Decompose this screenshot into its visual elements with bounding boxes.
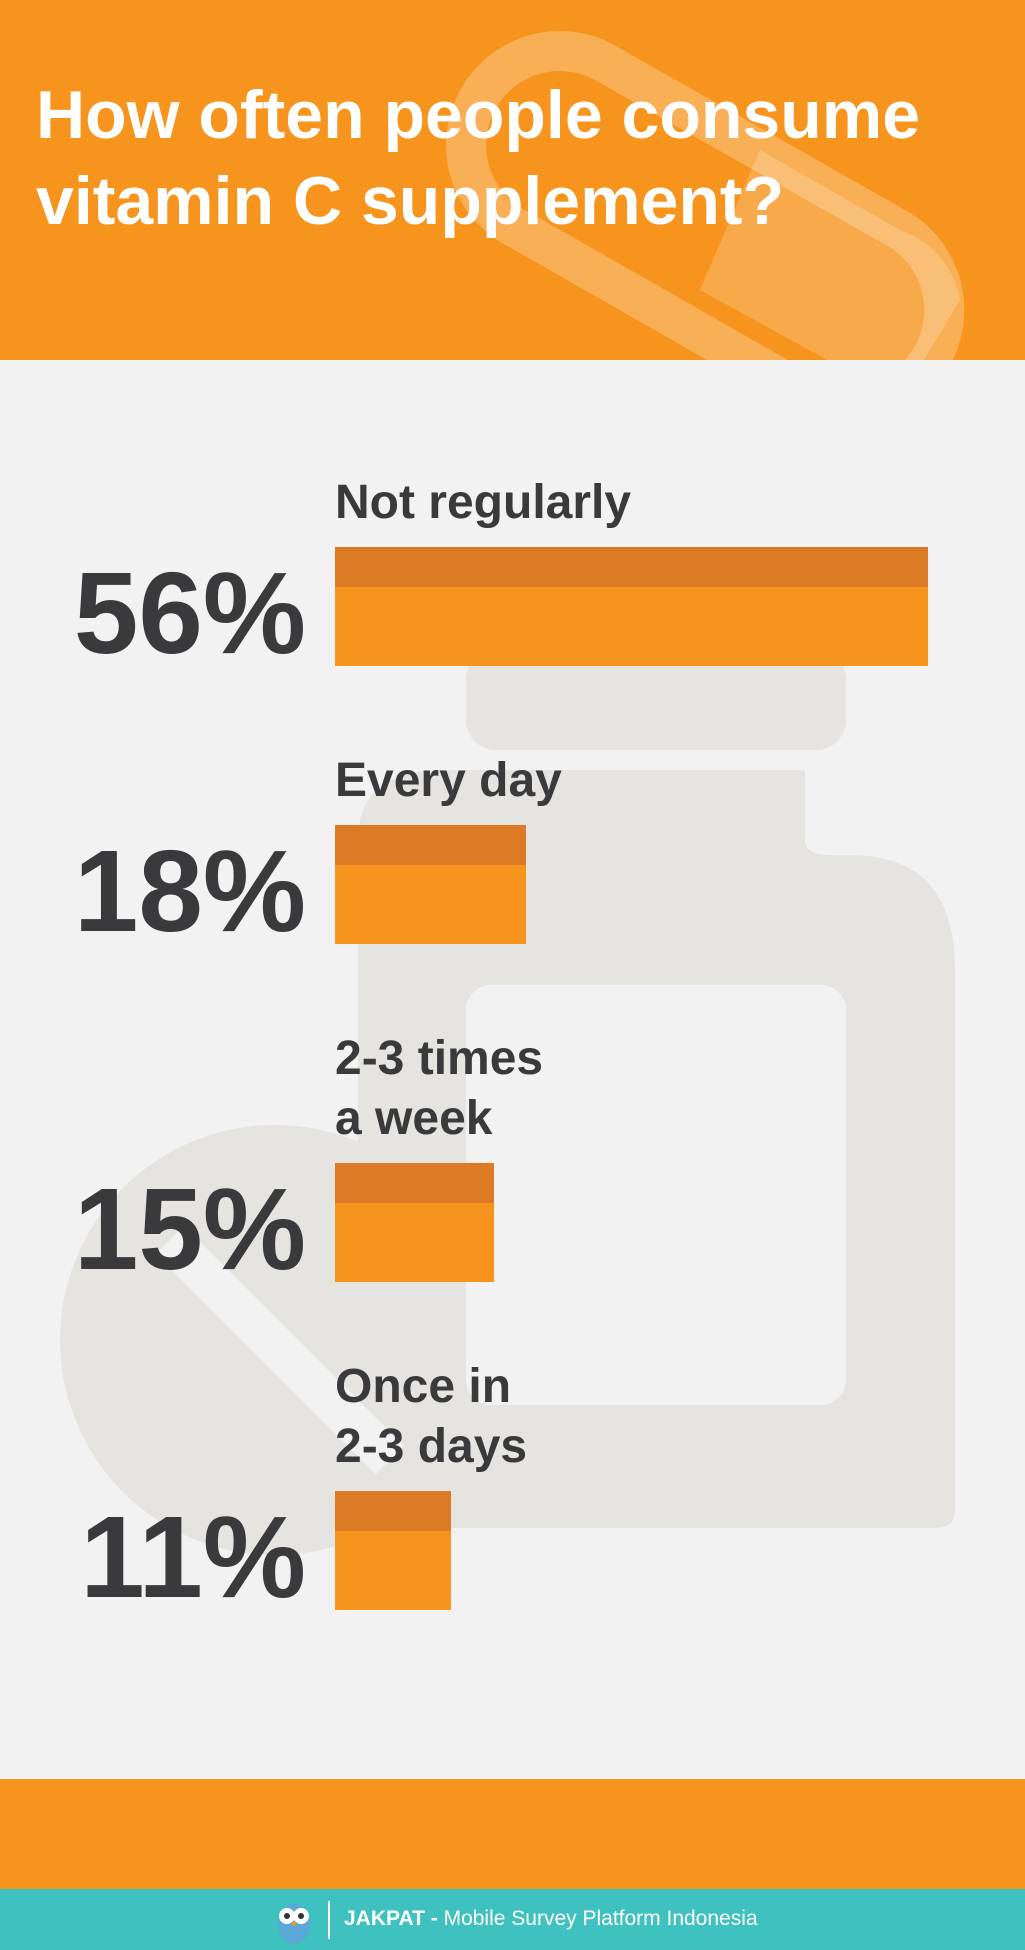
value-label: 15% <box>73 1163 306 1294</box>
bar <box>335 547 928 666</box>
category-label: 2-3 times a week <box>335 1032 544 1145</box>
bar <box>335 1163 494 1282</box>
footer-text: JAKPAT - Mobile Survey Platform Indonesi… <box>344 1907 758 1931</box>
value-label: 18% <box>73 825 306 956</box>
divider <box>328 1901 330 1939</box>
logo <box>278 1904 310 1944</box>
category-label: Once in 2-3 days <box>335 1360 528 1473</box>
header: How often people consume vitamin C suppl… <box>0 0 1025 360</box>
footer-band <box>0 1779 1025 1889</box>
footer-brand: JAKPAT - <box>344 1907 438 1930</box>
chart-title: How often people consume vitamin C suppl… <box>36 77 921 239</box>
background-decoration <box>60 650 955 1555</box>
bar-shade <box>335 1491 452 1531</box>
category-label: Not regularly <box>335 476 632 529</box>
category-label: Every day <box>335 754 562 807</box>
bar <box>335 825 526 944</box>
value-label: 11% <box>80 1491 306 1622</box>
pill-decoration <box>446 31 965 360</box>
bar <box>335 1491 452 1610</box>
bar-shade <box>335 547 928 587</box>
value-label: 56% <box>73 547 306 678</box>
footer-tagline: Mobile Survey Platform Indonesia <box>443 1907 758 1930</box>
bar-shade <box>335 825 526 865</box>
footer: JAKPAT - Mobile Survey Platform Indonesi… <box>0 1889 1025 1950</box>
bar-shade <box>335 1163 494 1203</box>
